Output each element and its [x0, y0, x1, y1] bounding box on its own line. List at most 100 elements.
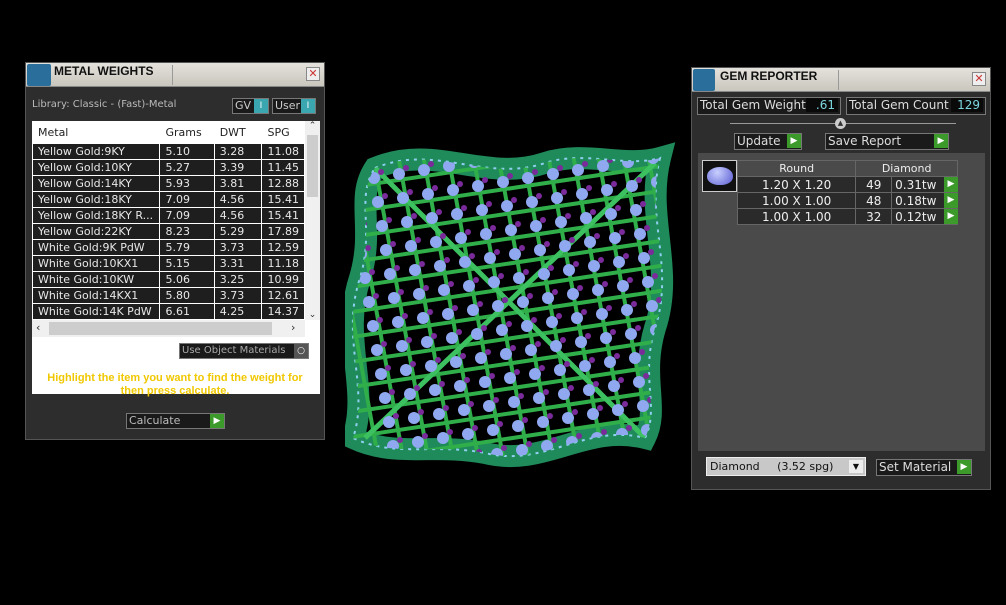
round-gem-thumbnail-icon[interactable] — [702, 160, 737, 192]
prong — [448, 281, 454, 287]
material-select[interactable]: Diamond (3.52 spg) ▼ — [706, 457, 866, 476]
prong — [552, 289, 558, 295]
gem-list-area: Round Diamond 1.20 X 1.20 49 0.31tw ▶ 1.00 X … — [698, 153, 985, 451]
weight-value: 0.31tw — [895, 177, 937, 192]
jewelry-model-viewport[interactable] — [345, 138, 680, 468]
select-value: Diamond (3.52 spg) — [710, 460, 834, 473]
prong — [586, 185, 592, 191]
horizontal-scrollbar[interactable]: ‹ › — [32, 320, 305, 337]
prong — [431, 333, 437, 339]
scroll-thumb[interactable] — [307, 135, 318, 197]
close-icon[interactable]: ✕ — [972, 72, 986, 86]
scroll-right-icon[interactable]: › — [291, 321, 296, 334]
gem-row[interactable]: 1.00 X 1.00 32 0.12tw ▶ — [736, 208, 958, 225]
prong — [468, 401, 474, 407]
table-row[interactable]: White Gold:14KX1 5.80 3.73 12.61 — [32, 287, 305, 304]
column-header[interactable]: DWT — [213, 121, 263, 144]
play-icon: ▶ — [787, 134, 801, 148]
gem-stone — [476, 204, 488, 216]
calculate-button[interactable]: Calculate ▶ — [126, 413, 225, 429]
scroll-up-icon[interactable]: ⌃ — [308, 121, 317, 131]
chevron-down-icon[interactable]: ▼ — [849, 460, 863, 473]
column-header[interactable]: Metal — [32, 121, 161, 144]
table-row[interactable]: Yellow Gold:18KY R... 7.09 4.56 15.41 — [32, 207, 305, 224]
table-row[interactable]: Yellow Gold:10KY 5.27 3.39 11.45 — [32, 159, 305, 176]
prong — [410, 361, 416, 367]
use-object-materials-toggle[interactable]: Use Object Materials ○ — [179, 343, 309, 359]
gem-stone — [430, 236, 442, 248]
table-cell: 5.15 — [159, 255, 215, 272]
prong — [377, 317, 383, 323]
toggle-label: User — [275, 99, 301, 112]
scroll-left-icon[interactable]: ‹ — [36, 321, 41, 334]
table-cell: Yellow Gold:9KY — [32, 143, 161, 160]
gem-stone — [526, 196, 538, 208]
prong — [548, 265, 554, 271]
column-header[interactable]: Grams — [159, 121, 215, 144]
prong — [457, 181, 463, 187]
prong — [414, 385, 420, 391]
gem-stone — [626, 180, 638, 192]
prong — [401, 461, 407, 467]
table-cell: 14.37 — [261, 303, 305, 320]
prong — [498, 273, 504, 279]
column-header[interactable]: SPG — [261, 121, 305, 144]
gem-stone — [496, 324, 508, 336]
prong — [636, 177, 642, 183]
gem-stone — [512, 420, 524, 432]
gem-stone — [647, 158, 659, 164]
gem-stone — [604, 356, 616, 368]
vertical-scrollbar[interactable]: ⌃ ⌄ — [305, 121, 320, 320]
gem-row[interactable]: 1.20 X 1.20 49 0.31tw ▶ — [736, 176, 958, 193]
hscroll-thumb[interactable] — [49, 322, 272, 335]
gem-stone — [437, 432, 449, 444]
total-count-value: 129 — [951, 98, 983, 112]
button-label: Update — [737, 134, 781, 148]
set-material-button[interactable]: Set Material ▶ — [876, 459, 972, 476]
close-icon[interactable]: ✕ — [306, 67, 320, 81]
gem-weight: 0.18tw ▶ — [891, 192, 958, 209]
prong — [435, 357, 441, 363]
button-label: Set Material — [879, 460, 952, 474]
prong — [564, 361, 570, 367]
metal-weights-titlebar[interactable]: METAL WEIGHTS ✕ — [26, 63, 324, 87]
table-row[interactable]: Yellow Gold:9KY 5.10 3.28 11.08 — [32, 143, 305, 160]
play-icon[interactable]: ▶ — [944, 209, 958, 224]
prong — [601, 429, 607, 435]
table-row[interactable]: Yellow Gold:18KY 7.09 4.56 15.41 — [32, 191, 305, 208]
prong — [447, 429, 453, 435]
play-icon[interactable]: ▶ — [944, 193, 958, 208]
prong — [406, 337, 412, 343]
table-row[interactable]: Yellow Gold:14KY 5.93 3.81 12.88 — [32, 175, 305, 192]
update-button[interactable]: Update ▶ — [734, 133, 802, 150]
prong — [622, 401, 628, 407]
collapse-icon[interactable]: ▲ — [835, 118, 846, 129]
gem-stone — [630, 204, 642, 216]
scroll-down-icon[interactable]: ⌄ — [308, 310, 317, 320]
user-toggle[interactable]: User I — [272, 98, 316, 114]
table-cell: 3.39 — [213, 159, 263, 176]
gem-stone — [562, 412, 574, 424]
table-cell: 8.23 — [159, 223, 215, 240]
lattice-bar — [352, 336, 663, 390]
table-row[interactable]: White Gold:10KX1 5.15 3.31 11.18 — [32, 255, 305, 272]
prong — [557, 165, 563, 171]
gem-reporter-titlebar[interactable]: GEM REPORTER ✕ — [692, 68, 990, 92]
table-cell: 4.25 — [213, 303, 263, 320]
title-divider — [172, 65, 173, 85]
table-row[interactable]: White Gold:10KW 5.06 3.25 10.99 — [32, 271, 305, 288]
gem-stone — [625, 328, 637, 340]
table-row[interactable]: Yellow Gold:22KY 8.23 5.29 17.89 — [32, 223, 305, 240]
table-cell: 7.09 — [159, 191, 215, 208]
play-icon[interactable]: ▶ — [944, 177, 958, 192]
panel-title: GEM REPORTER — [720, 69, 818, 83]
save-report-button[interactable]: Save Report ▶ — [825, 133, 949, 150]
table-row[interactable]: White Gold:14K PdW 6.61 4.25 14.37 — [32, 303, 305, 320]
gv-toggle[interactable]: GV I — [232, 98, 269, 114]
gem-row[interactable]: 1.00 X 1.00 48 0.18tw ▶ — [736, 192, 958, 209]
prong — [543, 389, 549, 395]
table-row[interactable]: White Gold:9K PdW 5.79 3.73 12.59 — [32, 239, 305, 256]
gem-stone — [551, 192, 563, 204]
table-cell: White Gold:10KX1 — [32, 255, 161, 272]
gem-stone — [483, 400, 495, 412]
